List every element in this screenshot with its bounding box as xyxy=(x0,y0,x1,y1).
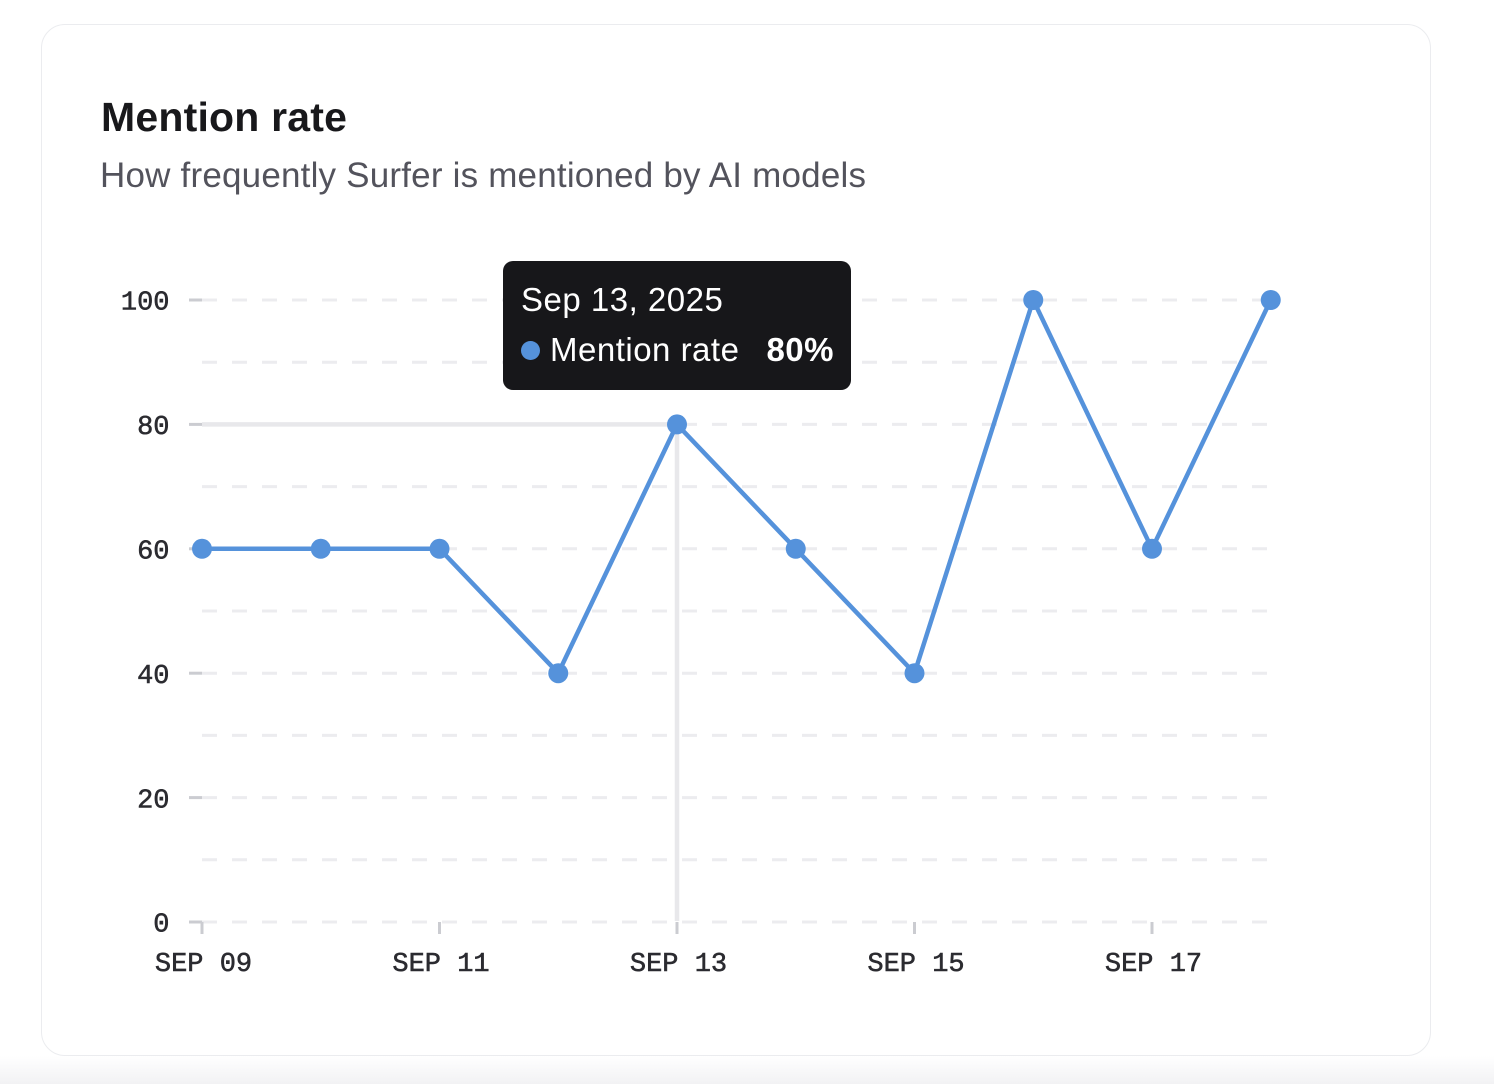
svg-text:40: 40 xyxy=(137,662,169,692)
svg-text:20: 20 xyxy=(137,786,169,816)
svg-text:100: 100 xyxy=(121,289,170,319)
svg-text:80: 80 xyxy=(137,413,169,443)
svg-text:SEP 09: SEP 09 xyxy=(155,950,252,980)
svg-text:60: 60 xyxy=(137,538,169,568)
svg-text:SEP 17: SEP 17 xyxy=(1105,950,1202,980)
svg-text:SEP 13: SEP 13 xyxy=(630,950,727,980)
svg-text:SEP 15: SEP 15 xyxy=(867,950,964,980)
svg-text:0: 0 xyxy=(153,911,169,941)
svg-text:SEP 11: SEP 11 xyxy=(392,950,489,980)
